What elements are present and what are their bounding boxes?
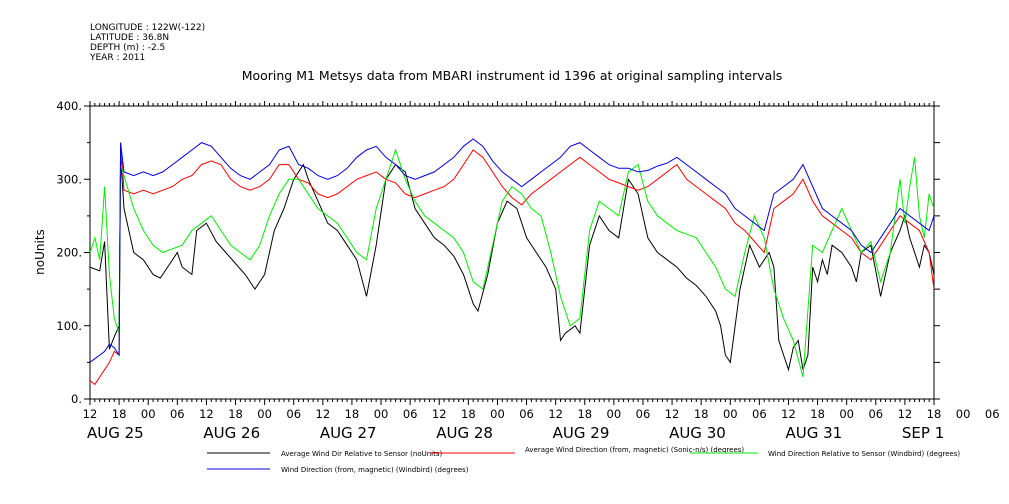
x-day-label: AUG 25 [87, 424, 144, 442]
x-tick-label: 00 [723, 407, 738, 421]
x-day-label: SEP 1 [902, 424, 944, 442]
x-axis: 12 18 00 06 12 18 00 06 12 18 00 06 12 18 00 06 12 18 00 06… [83, 101, 1000, 442]
x-tick-label: 12 [898, 407, 913, 421]
x-tick-label: 12 [316, 407, 331, 421]
x-tick-label: 12 [548, 407, 563, 421]
x-tick-label: 00 [490, 407, 505, 421]
x-tick-label: 12 [83, 407, 98, 421]
legend-label-2: Wind Direction Relative to Sensor (Windb… [768, 450, 960, 458]
x-tick-label: 18 [112, 407, 127, 421]
x-tick-label: 06 [868, 407, 883, 421]
x-day-label: AUG 31 [785, 424, 842, 442]
x-tick-label: 18 [927, 407, 942, 421]
meta-depth: DEPTH (m) : -2.5 [90, 43, 165, 53]
x-tick-label: 00 [374, 407, 389, 421]
x-tick-label: 18 [345, 407, 360, 421]
x-day-label: AUG 30 [669, 424, 726, 442]
meta-year: YEAR : 2011 [89, 53, 145, 63]
x-tick-label: 06 [286, 407, 301, 421]
y-tick-label: 0. [71, 392, 82, 406]
series-line-2 [89, 148, 935, 378]
legend-label-0: Average Wind Dir Relative to Sensor (noU… [281, 450, 442, 458]
meta-latitude: LATITUDE : 36.8N [90, 33, 169, 43]
x-tick-label: 00 [141, 407, 156, 421]
x-tick-label: 12 [665, 407, 680, 421]
series-group [89, 138, 935, 386]
x-tick-label: 18 [461, 407, 476, 421]
meta-longitude: LONGITUDE : 122W(-122) [90, 23, 205, 33]
x-tick-label: 00 [839, 407, 854, 421]
series-line-1 [89, 142, 935, 386]
x-tick-label: 06 [985, 407, 1000, 421]
y-axis-label: noUnits [33, 229, 47, 275]
x-tick-label: 06 [636, 407, 651, 421]
x-tick-label: 12 [781, 407, 796, 421]
y-tick-label: 300. [56, 172, 82, 186]
x-day-label: AUG 29 [553, 424, 610, 442]
x-tick-label: 18 [694, 407, 709, 421]
x-tick-label: 12 [199, 407, 214, 421]
legend-label-3: Wind Direction (from, magnetic) (Windbir… [281, 466, 469, 474]
series-line-0 [89, 157, 935, 372]
x-tick-label: 06 [519, 407, 534, 421]
x-tick-label: 00 [257, 407, 272, 421]
x-tick-label: 18 [228, 407, 243, 421]
x-day-label: AUG 27 [320, 424, 377, 442]
y-tick-label: 100. [56, 319, 82, 333]
x-day-label: AUG 28 [436, 424, 493, 442]
series-line-3 [89, 138, 935, 363]
x-tick-label: 06 [170, 407, 185, 421]
x-tick-label: 12 [432, 407, 447, 421]
x-day-label: AUG 26 [203, 424, 260, 442]
x-tick-label: 06 [752, 407, 767, 421]
y-tick-label: 200. [56, 246, 82, 260]
x-tick-label: 06 [403, 407, 418, 421]
legend: Average Wind Dir Relative to Sensor (noU… [207, 446, 960, 474]
y-tick-label: 400. [56, 99, 82, 113]
legend-label-1: Average Wind Direction (from, magnetic) … [525, 446, 744, 454]
x-tick-label: 18 [577, 407, 592, 421]
x-tick-label: 00 [956, 407, 971, 421]
y-axis: 0. 100. 200. 300. 400. [56, 99, 940, 406]
x-tick-label: 18 [810, 407, 825, 421]
x-tick-label: 00 [607, 407, 622, 421]
chart-title: Mooring M1 Metsys data from MBARI instru… [242, 68, 783, 83]
